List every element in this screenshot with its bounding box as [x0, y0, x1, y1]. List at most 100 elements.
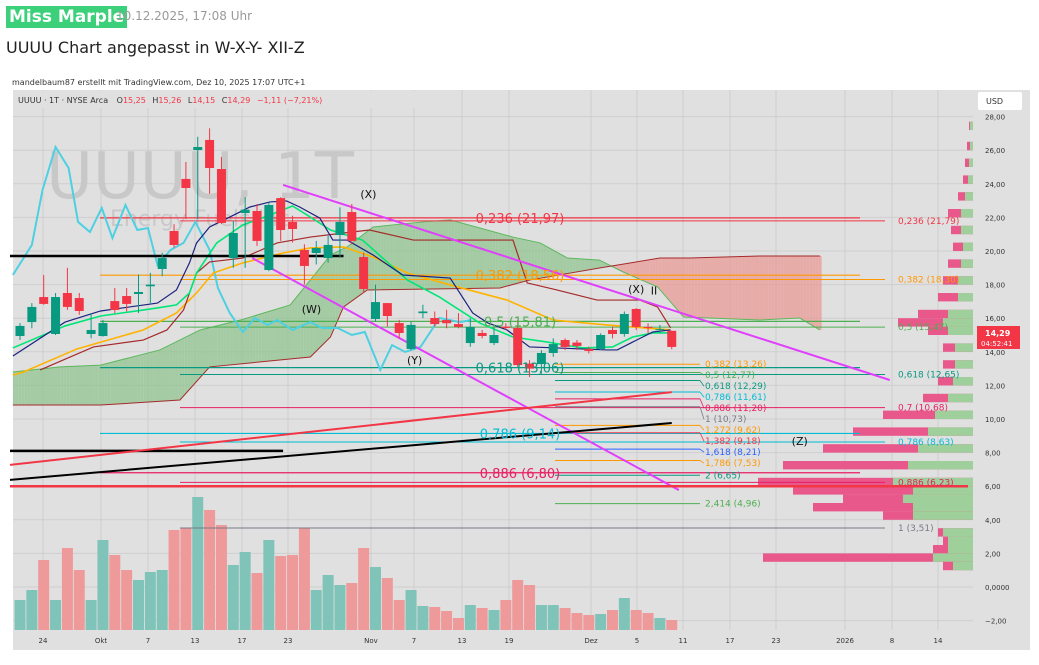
volume-profile-up — [913, 503, 973, 512]
candle — [453, 313, 463, 329]
cloud-bearish — [771, 256, 775, 320]
cloud-bearish — [670, 258, 674, 306]
magenta-lower-trendline — [251, 257, 680, 491]
cloud-bullish — [596, 259, 600, 269]
cloud-bullish — [39, 368, 43, 406]
volume-profile-up — [958, 293, 973, 302]
cloud-bullish — [119, 359, 123, 404]
candle-body — [27, 306, 37, 323]
cloud-bullish — [264, 311, 268, 362]
volume-bar — [73, 570, 85, 630]
cloud-bullish — [175, 340, 179, 401]
candle-body — [74, 298, 84, 311]
cloud-bullish — [21, 370, 25, 406]
author-badge[interactable]: Miss Marple — [6, 6, 128, 28]
cloud-bullish — [495, 232, 499, 289]
volume-bar — [607, 610, 618, 630]
cloud-bullish — [371, 226, 375, 290]
volume-profile-up — [948, 536, 973, 545]
cloud-bullish — [332, 252, 336, 332]
price-axis[interactable] — [973, 90, 1030, 650]
candle — [288, 215, 298, 243]
volume-bar — [97, 540, 109, 630]
candle-body — [205, 139, 215, 169]
volume-profile-up — [948, 309, 973, 319]
fib-label: 0,236 (21,79) — [898, 217, 959, 227]
cloud-bullish — [507, 235, 511, 286]
cloud-bearish — [777, 256, 781, 320]
volume-profile-up — [948, 326, 973, 335]
cloud-bullish — [318, 266, 321, 350]
volume-bar — [215, 525, 227, 630]
cloud-bearish — [729, 256, 733, 319]
cloud-bullish — [581, 258, 585, 272]
cloud-bullish — [172, 342, 176, 401]
cloud-bullish — [528, 240, 532, 281]
cloud-bullish — [235, 320, 239, 365]
candle-body — [525, 363, 535, 369]
cloud-bullish — [383, 225, 387, 290]
cloud-bearish — [652, 258, 656, 287]
cloud-bearish — [679, 258, 683, 316]
symbol-label[interactable]: UUUU · 1T · NYSE Arca — [18, 96, 108, 105]
volume-bar — [452, 618, 464, 630]
candle-body — [240, 209, 250, 214]
volume-bar — [464, 605, 476, 630]
candle — [252, 203, 262, 246]
cloud-bullish — [531, 241, 535, 280]
cloud-bullish — [338, 249, 342, 318]
cloud-bullish — [492, 231, 496, 289]
fib-label-connector — [699, 372, 705, 376]
time-axis[interactable] — [13, 630, 973, 650]
price-tick-label: −2,00 — [985, 618, 1006, 626]
volume-bar — [381, 578, 393, 630]
time-tick-label: 13 — [458, 637, 467, 645]
candle-body — [442, 320, 452, 324]
cloud-bullish — [134, 355, 138, 403]
cloud-bullish — [246, 317, 250, 364]
candle-body — [86, 329, 96, 334]
cloud-bullish — [18, 371, 22, 406]
cloud-bullish — [279, 307, 283, 361]
cloud-bullish — [309, 277, 313, 358]
low-label: L — [188, 96, 193, 105]
time-tick-label: Dez — [584, 637, 598, 645]
volume-profile-down — [948, 209, 973, 218]
cloud-bearish — [646, 259, 650, 284]
volume-bar — [358, 548, 370, 630]
cloud-bullish — [27, 370, 31, 406]
cloud-bullish — [131, 356, 135, 404]
price-tick-label: 2,00 — [985, 550, 1001, 558]
candle — [477, 329, 487, 339]
candle-body — [252, 211, 262, 241]
cloud-bearish — [800, 256, 804, 321]
candle — [110, 287, 120, 314]
countdown: 04:52:41 — [981, 340, 1012, 348]
volume-bar — [322, 575, 334, 630]
cloud-bearish — [765, 256, 769, 320]
volume-bar — [14, 600, 26, 630]
candle — [276, 197, 286, 241]
candle-body — [15, 325, 25, 337]
cloud-bullish — [451, 220, 455, 289]
candle-body — [489, 335, 499, 344]
high-value: 15,26 — [158, 96, 181, 105]
volume-bar — [156, 570, 168, 630]
cloud-bearish — [623, 263, 627, 274]
volume-profile-up — [903, 494, 973, 503]
volume-bar — [180, 528, 192, 630]
cloud-bullish — [300, 288, 304, 358]
volume-bar — [263, 540, 275, 630]
cloud-bearish — [720, 257, 724, 319]
candle — [311, 240, 321, 265]
cloud-bullish — [389, 225, 393, 290]
cloud-bullish — [33, 369, 37, 406]
cloud-bullish — [605, 263, 609, 267]
cloud-bearish — [694, 257, 698, 318]
cloud-bullish — [60, 366, 64, 406]
candle-body — [181, 178, 191, 188]
currency-button[interactable]: USD — [978, 92, 1022, 110]
cloud-bullish — [78, 365, 82, 406]
cloud-bullish — [72, 366, 76, 406]
cloud-bullish — [110, 361, 114, 405]
